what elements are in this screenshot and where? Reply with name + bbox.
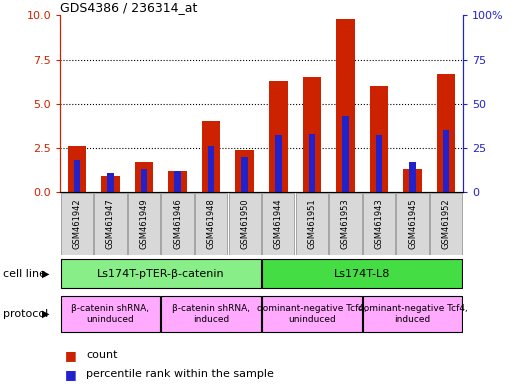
Bar [162,296,261,332]
Text: GSM461949: GSM461949 [140,199,149,249]
Bar [309,134,315,192]
Text: Ls174T-pTER-β-catenin: Ls174T-pTER-β-catenin [97,268,225,279]
Bar [67,146,86,192]
Bar [363,296,462,332]
Bar [342,116,349,192]
Text: β-catenin shRNA,
uninduced: β-catenin shRNA, uninduced [72,304,150,324]
Text: dominant-negative Tcf4,
uninduced: dominant-negative Tcf4, uninduced [257,304,367,324]
Text: percentile rank within the sample: percentile rank within the sample [86,369,274,379]
Text: GSM461942: GSM461942 [72,199,82,249]
Text: Ls174T-L8: Ls174T-L8 [334,268,390,279]
Bar [202,121,220,192]
Text: GSM461950: GSM461950 [240,199,249,249]
Bar [336,19,355,192]
Bar [410,162,416,192]
Bar [443,130,449,192]
Text: GDS4386 / 236314_at: GDS4386 / 236314_at [60,1,198,14]
Text: protocol: protocol [3,309,48,319]
Bar [269,81,288,192]
Bar [195,193,228,255]
Bar [162,193,194,255]
Text: count: count [86,350,118,360]
Bar [295,193,328,255]
Bar [141,169,147,192]
Bar [242,157,248,192]
Text: GSM461943: GSM461943 [374,198,383,249]
Bar [128,193,160,255]
Bar [74,160,80,192]
Text: GSM461952: GSM461952 [441,199,451,249]
Text: GSM461948: GSM461948 [207,198,215,249]
Text: ■: ■ [65,349,77,362]
Bar [403,169,422,192]
Bar [235,150,254,192]
Bar [229,193,261,255]
Text: β-catenin shRNA,
induced: β-catenin shRNA, induced [172,304,250,324]
Bar [61,193,93,255]
Bar [135,162,153,192]
Bar [303,77,321,192]
Bar [262,296,361,332]
Text: ▶: ▶ [42,309,50,319]
Bar [262,193,294,255]
Text: GSM461951: GSM461951 [308,199,316,249]
Text: GSM461944: GSM461944 [274,199,283,249]
Bar [363,193,395,255]
Bar [168,171,187,192]
Text: GSM461953: GSM461953 [341,198,350,249]
Bar [61,259,261,288]
Bar [370,86,388,192]
Text: cell line: cell line [3,268,46,279]
Text: dominant-negative Tcf4,
induced: dominant-negative Tcf4, induced [358,304,468,324]
Bar [329,193,361,255]
Text: GSM461947: GSM461947 [106,198,115,249]
Bar [174,171,181,192]
Bar [208,146,214,192]
Bar [396,193,429,255]
Bar [275,136,281,192]
Text: ▶: ▶ [42,268,50,279]
Bar [262,259,462,288]
Bar [107,172,113,192]
Bar [94,193,127,255]
Text: GSM461946: GSM461946 [173,198,182,249]
Bar [376,136,382,192]
Bar [430,193,462,255]
Bar [437,74,456,192]
Bar [61,296,160,332]
Bar [101,176,120,192]
Text: GSM461945: GSM461945 [408,199,417,249]
Text: ■: ■ [65,368,77,381]
